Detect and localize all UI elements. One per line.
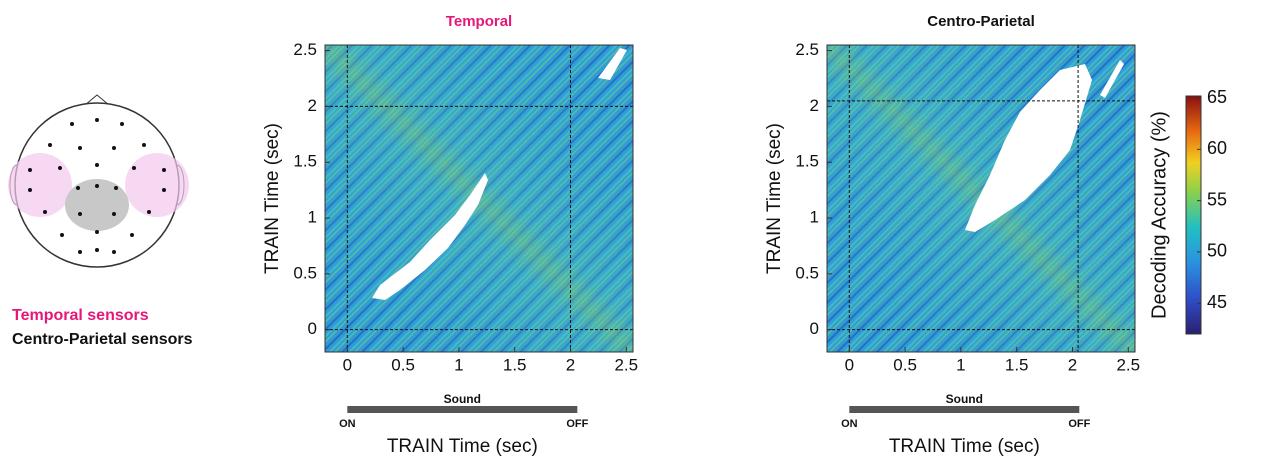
chart-title: Temporal	[446, 13, 512, 30]
x-tick-label: 0	[845, 355, 854, 374]
axes-frame	[826, 44, 1136, 353]
colorbar-tick-label: 55	[1207, 189, 1227, 209]
x-tick-label: 1.5	[503, 355, 527, 374]
y-tick-label: 0	[810, 319, 819, 338]
x-tick-label: 0.5	[391, 355, 415, 374]
y-tick-label: 1.5	[795, 152, 819, 171]
colorbar-tick-label: 60	[1207, 138, 1227, 158]
y-tick-label: 2	[308, 96, 317, 115]
x-tick-label: 0	[343, 355, 352, 374]
sound-on: ON	[339, 418, 356, 430]
colorbar-tick-label: 65	[1207, 87, 1227, 107]
sound-on: ON	[841, 418, 858, 430]
colorbar	[1185, 95, 1202, 335]
y-tick-label: 0.5	[795, 263, 819, 282]
x-tick-label: 2.5	[614, 355, 638, 374]
significant-cluster	[598, 48, 627, 80]
colorbar-tick-label: 45	[1207, 292, 1227, 312]
x-tick-label: 1.5	[1005, 355, 1029, 374]
sound-bar	[849, 406, 1080, 413]
y-axis-label: TRAIN Time (sec)	[764, 123, 785, 274]
sound-bar	[347, 406, 578, 413]
legend-centro-parietal: Centro-Parietal sensors	[12, 331, 193, 348]
legend-temporal: Temporal sensors	[12, 307, 149, 324]
x-tick-label: 0.5	[893, 355, 917, 374]
significant-cluster	[965, 64, 1092, 232]
x-tick-label: 2	[566, 355, 575, 374]
x-axis-label: TRAIN Time (sec)	[889, 436, 1040, 457]
y-tick-label: 1.5	[293, 152, 317, 171]
y-tick-label: 2.5	[795, 40, 819, 59]
significant-cluster	[1100, 60, 1124, 98]
chart-title: Centro-Parietal	[927, 13, 1035, 30]
y-tick-label: 2	[810, 96, 819, 115]
head-diagram	[8, 94, 189, 268]
sound-label: Sound	[946, 392, 983, 406]
y-tick-label: 1	[810, 208, 819, 227]
y-tick-label: 2.5	[293, 40, 317, 59]
sound-off: OFF	[566, 418, 588, 430]
y-tick-label: 1	[308, 208, 317, 227]
colorbar-label: Decoding Accuracy (%)	[1148, 111, 1170, 319]
x-tick-label: 1	[454, 355, 463, 374]
x-tick-label: 2.5	[1116, 355, 1140, 374]
sound-off: OFF	[1068, 418, 1090, 430]
axes-frame	[324, 44, 634, 353]
y-axis-label: TRAIN Time (sec)	[262, 123, 283, 274]
x-axis-label: TRAIN Time (sec)	[387, 436, 538, 457]
y-tick-label: 0	[308, 319, 317, 338]
y-tick-label: 0.5	[293, 263, 317, 282]
x-tick-label: 1	[956, 355, 965, 374]
significant-cluster	[372, 173, 488, 300]
sound-label: Sound	[444, 392, 481, 406]
x-tick-label: 2	[1068, 355, 1077, 374]
colorbar-tick-label: 50	[1207, 241, 1227, 261]
